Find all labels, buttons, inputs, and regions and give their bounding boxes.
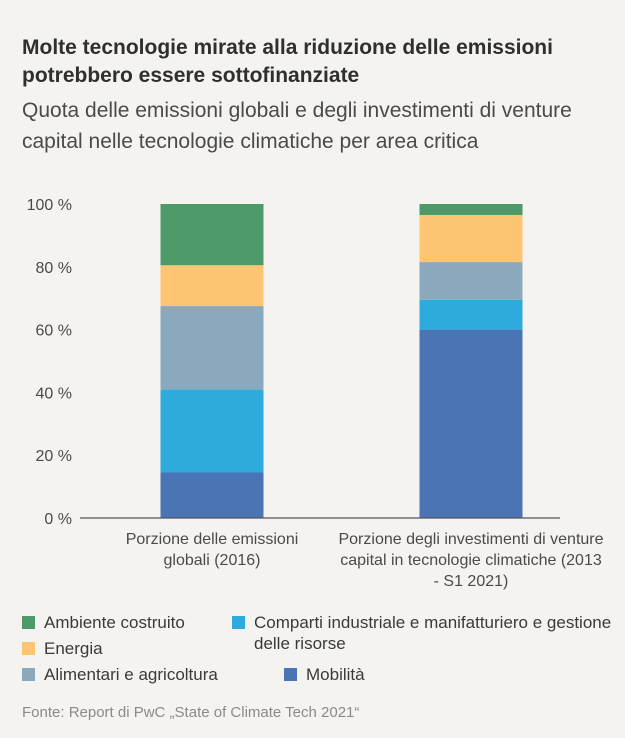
legend-item-mobilita: Mobilità (284, 664, 484, 685)
bar-segment (160, 472, 264, 518)
y-tick-label: 40 % (36, 385, 72, 402)
chart-title: Molte tecnologie mirate alla riduzione d… (22, 36, 553, 87)
legend-label-mobilita: Mobilità (306, 665, 365, 684)
legend-item-ambiente: Ambiente costruito (22, 612, 227, 633)
chart-subtitle: Quota delle emissioni globali e degli in… (22, 99, 572, 153)
legend-item-alimentari: Alimentari e agricoltura (22, 664, 267, 685)
legend-label-alimentari: Alimentari e agricoltura (44, 665, 218, 684)
y-tick-label: 20 % (36, 448, 72, 465)
legend-item-energia: Energia (22, 638, 227, 659)
legend-label-ambiente: Ambiente costruito (44, 613, 185, 632)
y-tick-label: 60 % (36, 323, 72, 340)
bar-segment (419, 262, 523, 300)
x-category-label: Porzione degli investimenti di venture c… (338, 531, 604, 590)
legend-swatch-mobilita (284, 668, 297, 681)
legend-swatch-ambiente (22, 616, 35, 629)
legend-label-comparti: Comparti industriale e manifatturiero e … (254, 613, 612, 653)
y-tick-label: 100 % (27, 197, 72, 214)
bar-segment (419, 214, 523, 263)
legend-swatch-energia (22, 642, 35, 655)
source-note: Fonte: Report di PwC „State of Climate T… (22, 704, 360, 721)
bar-segment (160, 389, 264, 473)
legend-swatch-comparti (232, 616, 245, 629)
bar-segment (160, 204, 264, 266)
bar-segment (419, 329, 523, 518)
x-category-label: Porzione delle emissioni globali (2016) (125, 531, 299, 569)
legend-label-energia: Energia (44, 639, 103, 658)
legend-item-comparti: Comparti industriale e manifatturiero e … (232, 612, 617, 654)
bar-segment (419, 299, 523, 330)
bar-segment (160, 265, 264, 307)
legend-swatch-alimentari (22, 668, 35, 681)
bar-segment (160, 306, 264, 390)
y-tick-label: 0 % (44, 511, 72, 528)
bar-segment (419, 204, 523, 215)
y-tick-label: 80 % (36, 260, 72, 277)
